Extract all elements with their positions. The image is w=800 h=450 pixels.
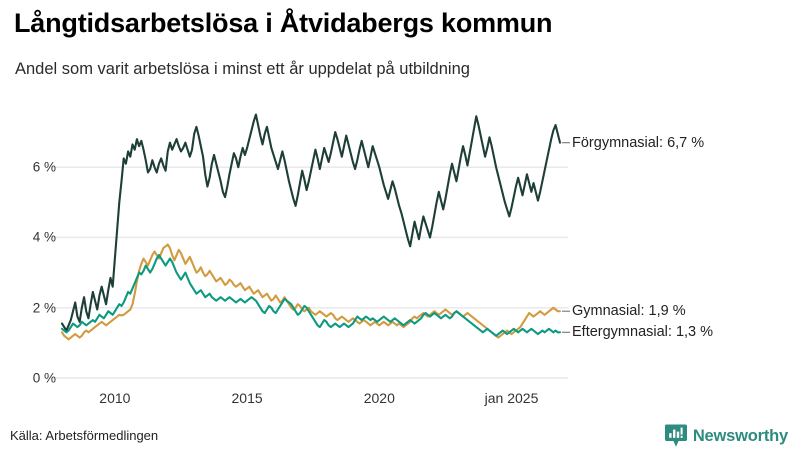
source-note: Källa: Arbetsförmedlingen bbox=[10, 428, 159, 443]
x-tick-label: jan 2025 bbox=[484, 390, 539, 406]
series-label-eftergymnasial: Eftergymnasial: 1,3 % bbox=[572, 324, 714, 341]
series-line-förgymnasial bbox=[60, 113, 562, 332]
series-line-gymnasial bbox=[60, 243, 562, 341]
y-tick-label: 2 % bbox=[32, 300, 56, 316]
bar-chart-bubble-icon bbox=[664, 424, 687, 447]
series-label-gymnasial: Gymnasial: 1,9 % bbox=[572, 303, 686, 320]
y-tick-label: 6 % bbox=[32, 159, 56, 175]
newsworthy-logo-text: Newsworthy bbox=[692, 426, 788, 445]
x-tick-label: 2020 bbox=[363, 390, 395, 406]
x-tick-label: 2010 bbox=[99, 390, 131, 406]
x-tick-label: 2015 bbox=[231, 390, 263, 406]
series-line-eftergymnasial bbox=[60, 254, 562, 337]
series-label-förgymnasial: Förgymnasial: 6,7 % bbox=[572, 134, 705, 151]
y-tick-label: 0 % bbox=[32, 370, 56, 386]
chart-subtitle: Andel som varit arbetslösa i minst ett å… bbox=[15, 60, 470, 78]
y-tick-label: 4 % bbox=[32, 229, 56, 245]
chart-title: Långtidsarbetslösa i Åtvidabergs kommun bbox=[14, 8, 553, 38]
newsworthy-logo[interactable]: Newsworthy bbox=[664, 424, 788, 448]
